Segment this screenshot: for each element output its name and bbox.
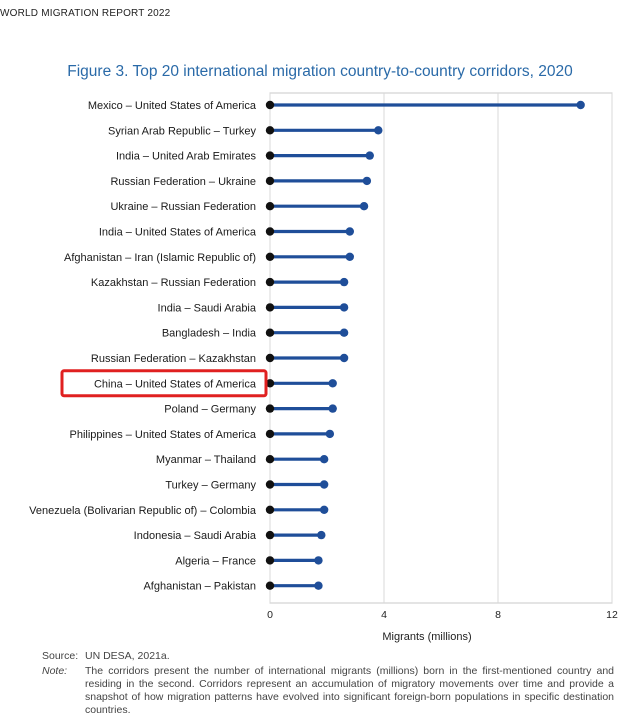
category-label: Russian Federation – Ukraine: [110, 176, 256, 188]
lollipop-dot: [314, 556, 323, 565]
plot-frame: [269, 92, 613, 604]
baseline-dot: [265, 505, 275, 514]
baseline-dot: [265, 151, 275, 160]
note-label: Note:: [42, 665, 68, 677]
running-header: WORLD MIGRATION REPORT 2022: [0, 8, 171, 19]
category-label: India – United Arab Emirates: [116, 151, 257, 163]
category-label: Myanmar – Thailand: [156, 454, 256, 466]
baseline-dot: [265, 176, 275, 186]
lollipop-dot: [339, 303, 349, 312]
category-label: Indonesia – Saudi Arabia: [134, 530, 257, 542]
baseline-dot: [265, 556, 275, 565]
lollipop-dot: [325, 429, 335, 439]
baseline-dot: [265, 353, 275, 363]
lollipop-dot: [339, 353, 349, 363]
category-label: Mexico – United States of America: [88, 100, 257, 112]
lollipop-dot: [345, 227, 354, 236]
lollipop-dot: [359, 202, 369, 211]
category-label: Bangladesh – India: [162, 328, 257, 340]
lollipop-dot: [345, 252, 354, 261]
category-label: India – Saudi Arabia: [158, 302, 257, 314]
figure-title: Figure 3. Top 20 international migration…: [67, 63, 573, 80]
lollipop-dot: [362, 176, 372, 186]
lollipop-dot: [339, 277, 349, 287]
category-label: Afghanistan – Iran (Islamic Republic of): [64, 252, 256, 264]
category-label: Kazakhstan – Russian Federation: [91, 277, 256, 289]
x-tick-label: 4: [381, 609, 387, 621]
category-label: Afghanistan – Pakistan: [143, 581, 256, 593]
baseline-dot: [265, 252, 275, 261]
lollipop-dot: [328, 404, 337, 413]
lollipop-dot: [365, 151, 374, 160]
lollipop-chart: 0 4 8 12 Migrants (millions) Mexico – United …: [29, 92, 618, 643]
source-line: Source: UN DESA, 2021a.: [42, 650, 170, 662]
x-axis-label: Migrants (millions): [382, 631, 471, 643]
baseline-dot: [265, 455, 275, 464]
baseline-dot: [265, 303, 275, 312]
baseline-dot: [265, 100, 275, 110]
category-label: China – United States of America: [94, 378, 257, 390]
baseline-dot: [265, 328, 275, 337]
category-label: India – United States of America: [99, 227, 257, 239]
category-label: Philippines – United States of America: [70, 429, 257, 441]
baseline-dot: [265, 530, 275, 540]
category-label: Algeria – France: [175, 555, 256, 567]
category-label: Russian Federation – Kazakhstan: [91, 353, 256, 365]
note-block: Note: The corridors present the number o…: [42, 665, 614, 717]
source-label: Source:: [42, 650, 79, 662]
note-text: The corridors present the number of inte…: [85, 665, 614, 716]
baseline-dot: [265, 581, 275, 590]
lollipop-dot: [319, 455, 329, 464]
category-label: Syrian Arab Republic – Turkey: [108, 125, 256, 137]
category-label: Venezuela (Bolivarian Republic of) – Col…: [29, 505, 257, 517]
lollipop-dot: [576, 100, 585, 110]
baseline-dot: [265, 277, 275, 287]
baseline-dot: [265, 480, 275, 489]
baseline-dot: [265, 379, 275, 388]
lollipop-dot: [314, 581, 323, 590]
baseline-dot: [265, 202, 275, 211]
baseline-dot: [265, 126, 275, 135]
x-tick-label: 8: [495, 609, 501, 621]
category-label: Poland – Germany: [164, 404, 256, 416]
category-label: Ukraine – Russian Federation: [110, 201, 256, 213]
baseline-dot: [265, 227, 275, 236]
x-tick-label: 0: [267, 609, 273, 621]
lollipop-dot: [317, 530, 326, 540]
lollipop-dot: [319, 505, 329, 514]
highlight-box: [60, 369, 268, 398]
lollipop-dot: [339, 328, 349, 337]
lollipop-dot: [374, 126, 383, 135]
source-text: UN DESA, 2021a.: [85, 650, 170, 662]
lollipop-dot: [328, 379, 337, 388]
lollipop-dot: [319, 480, 329, 489]
x-tick-label: 12: [606, 609, 618, 621]
category-label: Turkey – Germany: [165, 480, 256, 492]
baseline-dot: [265, 429, 275, 439]
baseline-dot: [265, 404, 275, 413]
